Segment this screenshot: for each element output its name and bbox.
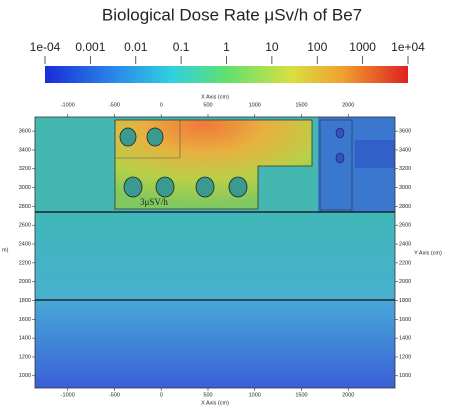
y-tick-label-right: 2000 bbox=[399, 279, 411, 285]
x-tick-label-top: 2000 bbox=[342, 102, 354, 108]
y-tick-label: 2600 bbox=[19, 223, 31, 229]
x-axis-label: X Axis (cm) bbox=[201, 400, 229, 406]
y-tick-label: 2200 bbox=[19, 260, 31, 266]
y-tick-label-right: 1000 bbox=[399, 373, 411, 379]
annotation: 3μSV/h bbox=[140, 197, 168, 207]
y-tick-label-right: 1400 bbox=[399, 336, 411, 342]
x-tick-label-top: 1500 bbox=[295, 102, 307, 108]
y-tick-label: 1800 bbox=[19, 298, 31, 304]
y-tick-label: 3200 bbox=[19, 166, 31, 172]
x-tick-label: -500 bbox=[109, 392, 120, 398]
y-tick-label: 1600 bbox=[19, 317, 31, 323]
y-tick-label-right: 1200 bbox=[399, 354, 411, 360]
colorbar-tick-label: 1e-04 bbox=[30, 40, 61, 54]
x-tick-label: 500 bbox=[203, 392, 212, 398]
y-tick-label: 2400 bbox=[19, 241, 31, 247]
y-tick-label-right: 3400 bbox=[399, 147, 411, 153]
y-tick-label-right: 3000 bbox=[399, 185, 411, 191]
y-tick-label: 3000 bbox=[19, 185, 31, 191]
x-tick-label: 2000 bbox=[342, 392, 354, 398]
y-tick-label: 2000 bbox=[19, 279, 31, 285]
y-tick-label-right: 1800 bbox=[399, 298, 411, 304]
y-tick-label-right: 2200 bbox=[399, 260, 411, 266]
x-tick-label-top: -1000 bbox=[61, 102, 75, 108]
x-tick-label: 1000 bbox=[249, 392, 261, 398]
colorbar-tick-label: 0.001 bbox=[75, 40, 105, 54]
y-tick-label-right: 2800 bbox=[399, 204, 411, 210]
x-axis-label-top: X Axis (cm) bbox=[201, 94, 229, 100]
y-tick-label-right: 1600 bbox=[399, 317, 411, 323]
colorbar-tick-label: 1000 bbox=[349, 40, 376, 54]
chart-title: Biological Dose Rate μSv/h of Be7 bbox=[102, 5, 362, 24]
colorbar-tick-label: 0.01 bbox=[124, 40, 148, 54]
x-tick-label-top: 500 bbox=[203, 102, 212, 108]
x-tick-label: -1000 bbox=[61, 392, 75, 398]
field bbox=[34, 116, 396, 389]
y-tick-label-right: 2600 bbox=[399, 223, 411, 229]
x-tick-label-top: 1000 bbox=[249, 102, 261, 108]
colorbar-tick-label: 1e+04 bbox=[391, 40, 425, 54]
colorbar-tick-label: 1 bbox=[223, 40, 230, 54]
y-tick-label-right: 3200 bbox=[399, 166, 411, 172]
y-tick-label: 1200 bbox=[19, 354, 31, 360]
y-axis-label: Y Axis (cm) bbox=[414, 250, 442, 256]
colorbar-tick-label: 0.1 bbox=[173, 40, 190, 54]
x-tick-label-top: -500 bbox=[109, 102, 120, 108]
x-tick-label: 1500 bbox=[295, 392, 307, 398]
y-tick-label: 1000 bbox=[19, 373, 31, 379]
colorbar-tick-label: 100 bbox=[307, 40, 327, 54]
colorbar-tick-label: 10 bbox=[265, 40, 279, 54]
y-tick-label-right: 2400 bbox=[399, 241, 411, 247]
x-tick-label: 0 bbox=[160, 392, 163, 398]
y-tick-label: 3400 bbox=[19, 147, 31, 153]
y-axis-label-clipped: m) bbox=[2, 247, 9, 253]
x-tick-label-top: 0 bbox=[160, 102, 163, 108]
colorbar bbox=[45, 66, 408, 83]
y-tick-label-right: 3600 bbox=[399, 129, 411, 135]
y-tick-label: 1400 bbox=[19, 336, 31, 342]
y-tick-label: 2800 bbox=[19, 204, 31, 210]
y-tick-label: 3600 bbox=[19, 129, 31, 135]
